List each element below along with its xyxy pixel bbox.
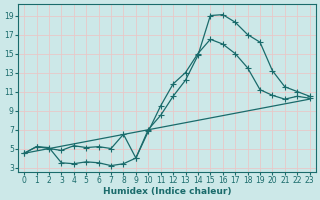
X-axis label: Humidex (Indice chaleur): Humidex (Indice chaleur): [103, 187, 231, 196]
